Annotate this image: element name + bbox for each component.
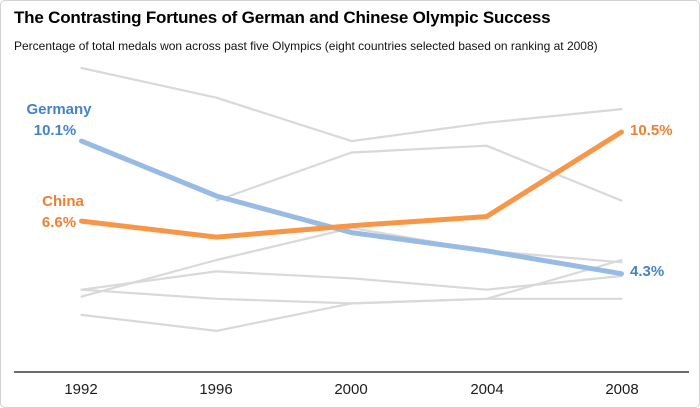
series-line-china	[79, 129, 624, 240]
series-line-other-1	[80, 66, 623, 143]
china-2008-value-label: 10.5%	[630, 122, 673, 139]
x-axis-label-2008: 2008	[605, 381, 639, 398]
series-line-other-6	[80, 258, 623, 332]
china-series-label: China	[42, 193, 84, 210]
series-line-germany	[79, 138, 624, 277]
germany-2008-value-label: 4.3%	[630, 263, 665, 280]
chart-subtitle: Percentage of total medals won across pa…	[14, 39, 598, 53]
x-axis-label-2000: 2000	[334, 381, 368, 398]
x-axis-label-1996: 1996	[199, 381, 233, 398]
chart-title: The Contrasting Fortunes of German and C…	[14, 8, 551, 27]
x-axis-label-2004: 2004	[470, 381, 504, 398]
x-axis-label-1992: 1992	[64, 381, 98, 398]
china-1992-value-label: 6.6%	[41, 214, 77, 231]
series-line-other-2	[215, 144, 623, 202]
series-line-other-5	[80, 288, 623, 305]
germany-series-label: Germany	[26, 101, 92, 118]
germany-1992-value-label: 10.1%	[33, 122, 77, 139]
